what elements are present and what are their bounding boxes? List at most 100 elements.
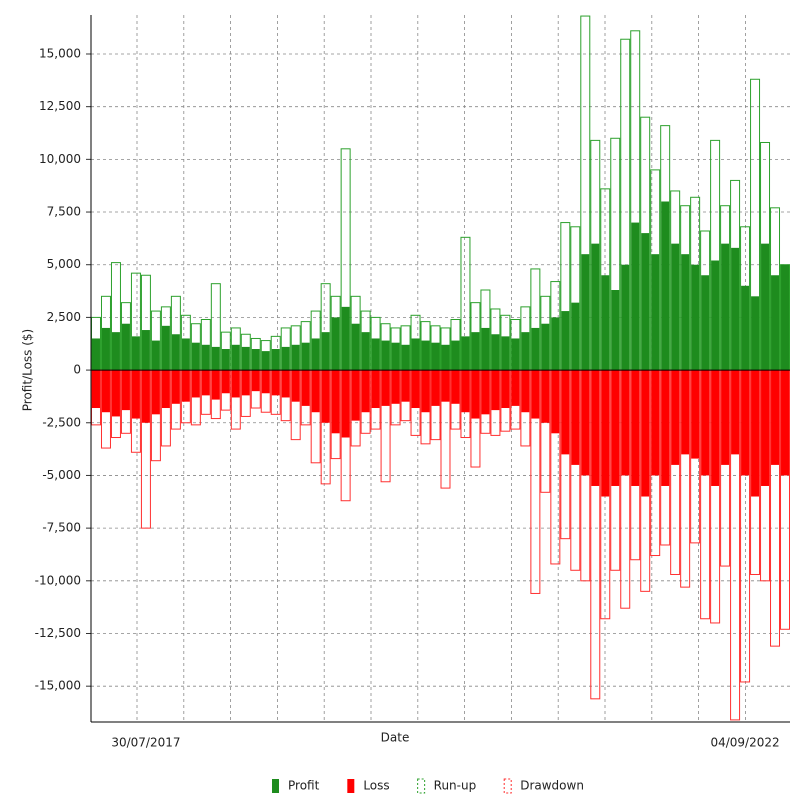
bar — [361, 332, 370, 371]
bar — [121, 323, 130, 371]
y-tick-label: -7,500 — [42, 521, 81, 535]
y-tick-label: 0 — [73, 363, 81, 377]
bar — [251, 370, 260, 392]
bar — [471, 332, 480, 371]
bar — [661, 370, 670, 486]
y-tick-label: 15,000 — [39, 46, 81, 60]
bar — [641, 233, 650, 371]
bar — [111, 370, 120, 417]
bar — [481, 370, 490, 415]
bar — [311, 370, 320, 413]
bar — [401, 344, 410, 371]
bar — [311, 338, 320, 371]
bar — [501, 336, 510, 371]
y-tick-label: -12,500 — [35, 626, 81, 640]
bar — [651, 370, 660, 476]
bar — [771, 275, 780, 371]
bar — [521, 332, 530, 371]
bar — [591, 370, 600, 486]
bar — [241, 370, 250, 396]
y-tick-label: -15,000 — [35, 679, 81, 693]
bar — [561, 370, 570, 455]
bar — [751, 370, 760, 497]
legend-label: Profit — [288, 779, 320, 793]
bar — [321, 370, 330, 423]
bar — [551, 317, 560, 371]
bar — [521, 370, 530, 413]
bar — [391, 370, 400, 404]
bar — [211, 370, 220, 400]
bar — [231, 344, 240, 371]
y-tick-label: -2,500 — [42, 415, 81, 429]
bar — [391, 342, 400, 371]
bar — [151, 370, 160, 415]
bar — [221, 349, 230, 371]
y-tick-label: 10,000 — [39, 152, 81, 166]
bar — [271, 349, 280, 371]
bar — [481, 327, 490, 371]
bar — [101, 327, 110, 371]
bar — [331, 370, 340, 434]
y-tick-label: -5,000 — [42, 468, 81, 482]
bar — [601, 370, 610, 497]
x-tick-label: 30/07/2017 — [111, 736, 180, 750]
bar — [101, 370, 110, 413]
bar — [181, 370, 190, 402]
bar — [371, 370, 380, 409]
bar — [301, 342, 310, 371]
bar — [691, 264, 700, 371]
bar — [381, 340, 390, 371]
bar — [541, 323, 550, 371]
bar — [631, 370, 640, 486]
bar — [201, 370, 210, 396]
bar — [401, 370, 410, 402]
bar — [651, 254, 660, 371]
bar — [321, 332, 330, 371]
y-tick-label: -10,000 — [35, 573, 81, 587]
bar — [591, 243, 600, 371]
bar — [511, 338, 520, 371]
bar — [111, 332, 120, 371]
y-tick-label: 7,500 — [47, 205, 81, 219]
bar — [601, 275, 610, 371]
bar — [701, 370, 710, 476]
bar — [211, 346, 220, 371]
bar — [681, 254, 690, 371]
bar — [251, 349, 260, 371]
bar — [741, 285, 750, 371]
x-axis-label: Date — [381, 731, 410, 745]
bar — [341, 306, 350, 371]
bar — [231, 370, 240, 398]
bar — [751, 296, 760, 371]
bar — [431, 342, 440, 371]
y-tick-label: 2,500 — [47, 310, 81, 324]
bar — [581, 254, 590, 371]
legend-swatch — [503, 778, 512, 794]
bar — [421, 340, 430, 371]
bar — [301, 370, 310, 406]
bar — [531, 327, 540, 371]
bar — [421, 370, 430, 413]
bar — [471, 370, 480, 419]
bar — [491, 370, 500, 411]
bar — [661, 201, 670, 371]
bar — [191, 342, 200, 371]
bar — [171, 370, 180, 404]
bar — [451, 370, 460, 404]
bar — [781, 264, 789, 371]
bar — [731, 247, 740, 371]
bar — [161, 370, 170, 409]
bar — [151, 340, 160, 371]
bar — [631, 222, 640, 371]
bar — [531, 370, 540, 419]
bar — [511, 370, 520, 406]
bar — [551, 370, 560, 434]
bar — [241, 346, 250, 371]
bar — [441, 344, 450, 371]
bar — [351, 323, 360, 371]
y-axis-label: Profit/Loss ($) — [21, 329, 35, 411]
legend-label: Run-up — [434, 779, 477, 793]
bar — [281, 370, 290, 398]
